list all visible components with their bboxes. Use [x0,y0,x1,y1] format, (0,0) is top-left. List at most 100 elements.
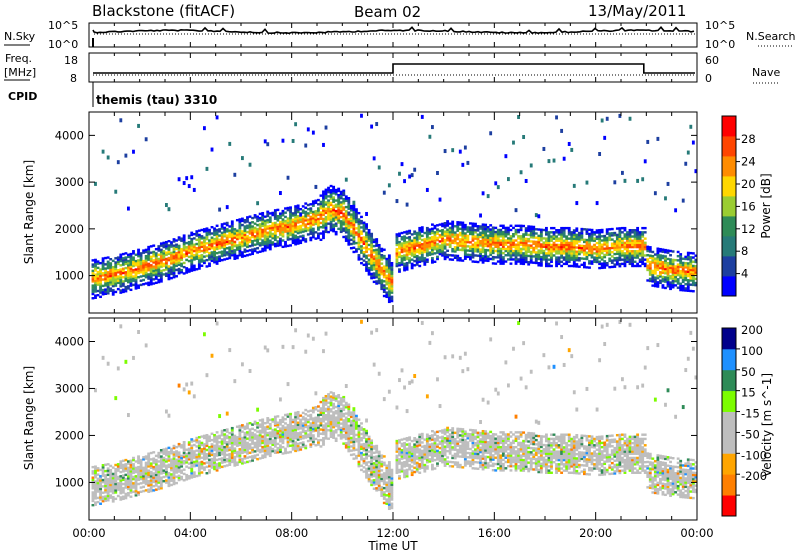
power-cell [418,235,422,238]
power-cell [154,264,158,268]
power-cell [365,240,368,243]
power-cell [466,249,470,252]
power-cell [453,256,457,260]
power-cell [170,268,173,271]
power-cell [532,229,536,233]
velocity-cell [162,460,166,464]
power-cell [253,239,257,242]
velocity-cell [104,476,108,479]
power-cell [344,229,348,232]
power-cell [261,247,265,251]
power-cell [664,196,667,201]
velocity-cell [157,451,161,455]
power-cell [137,276,140,279]
power-cell [124,285,128,289]
power-cell [443,232,447,235]
power-cell [433,241,437,245]
velocity-cell [273,430,277,433]
power-cell [365,248,368,251]
power-cell [324,194,328,198]
power-cell [621,245,624,249]
power-cell [172,276,176,279]
velocity-cell [276,415,280,418]
velocity-cell [195,445,199,448]
power-cell [686,281,690,284]
velocity-cell [291,439,295,443]
power-cell [357,211,361,215]
power-cell [223,233,227,236]
power-cell [613,233,617,237]
power-cell [433,247,437,251]
power-cell [246,249,249,253]
power-cell [195,253,199,256]
power-cell [121,259,125,262]
power-cell [403,245,406,249]
velocity-cell [251,457,254,460]
power-cell [311,215,315,218]
power-cell [190,267,194,270]
velocity-cell [253,445,257,449]
velocity-cell [289,440,292,443]
power-cell [377,260,381,264]
power-cell [496,249,500,253]
velocity-cell [301,426,305,429]
velocity-cell [228,457,232,460]
power-cell [334,190,338,194]
power-cell [600,239,604,242]
power-cell [633,264,637,268]
power-cell [337,193,341,197]
power-cell [347,201,351,204]
velocity-cell [210,447,214,450]
velocity-cell [91,465,95,469]
power-cell [507,239,510,242]
power-cell [129,284,133,287]
power-cell [415,261,419,264]
power-cell [129,278,133,281]
power-cell [344,195,348,198]
power-cell [268,226,272,230]
power-cell [329,212,333,215]
power-cell [598,233,602,236]
power-cell [182,247,186,250]
power-cell [486,257,490,260]
power-cell [230,224,234,227]
velocity-cell [243,457,247,460]
velocity-cell [261,445,265,449]
power-cell [524,178,528,183]
power-cell [489,251,493,254]
velocity-cell [144,343,148,348]
power-cell [208,241,211,244]
power-cell [337,210,341,214]
power-cell [387,277,391,280]
velocity-cell [324,435,328,438]
power-cell [149,278,153,282]
velocity-cell [263,451,267,454]
velocity-cell [175,450,178,453]
velocity-cell [127,483,130,486]
velocity-cell [162,471,166,474]
velocity-cell [322,443,325,446]
velocity-cell [289,450,292,454]
power-cell [256,236,260,239]
power-cell [425,187,429,192]
velocity-cell [230,441,234,445]
power-cell [91,269,95,273]
y-tick-label: 3000 [55,175,84,189]
power-cell [557,239,561,242]
power-cell [593,252,596,255]
power-cell [443,222,447,225]
power-cell [636,243,640,247]
velocity-cell [261,431,265,434]
power-cell [200,243,204,246]
power-cell [360,245,363,248]
velocity-cell [167,459,171,462]
power-cell [659,250,662,253]
power-cell [588,251,591,255]
power-cell [329,197,333,200]
power-cell [142,251,146,254]
power-cell [251,244,254,247]
velocity-cell [294,447,298,451]
power-cell [213,227,216,230]
power-cell [357,233,361,236]
power-cell [648,277,652,281]
